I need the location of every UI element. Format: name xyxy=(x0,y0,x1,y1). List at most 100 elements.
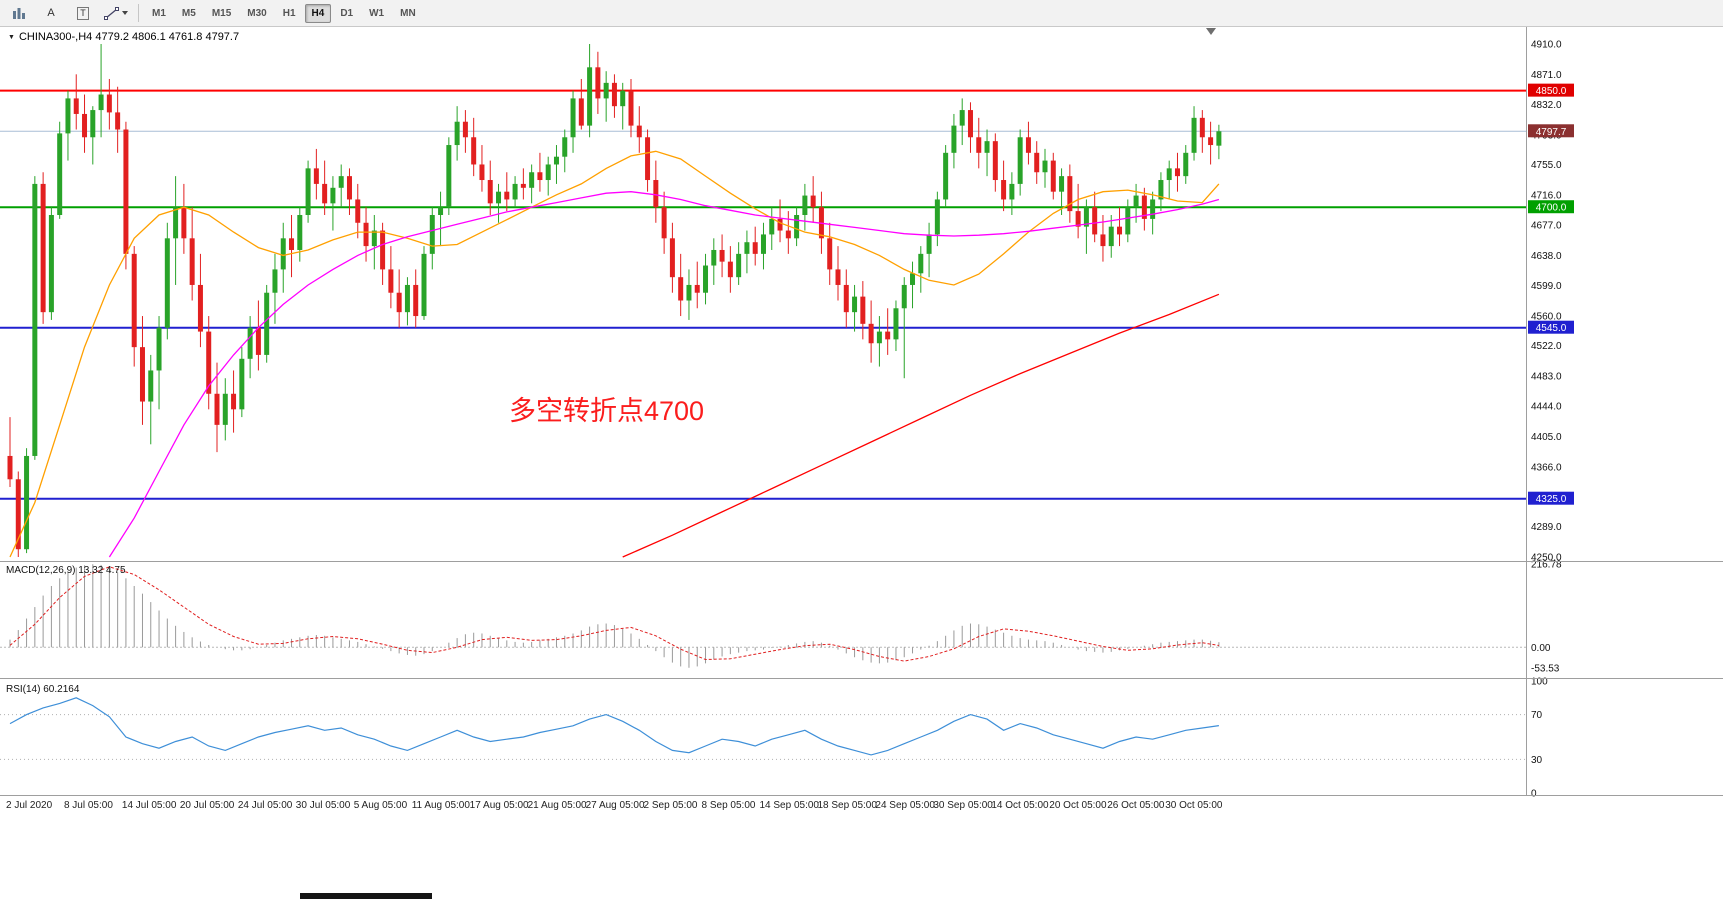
time-tick: 8 Jul 05:00 xyxy=(64,800,113,811)
candle-body xyxy=(1092,207,1098,235)
candle-body xyxy=(123,129,129,254)
candle-body xyxy=(827,238,833,270)
candle-body xyxy=(280,238,286,270)
candle-body xyxy=(24,455,30,550)
timeframe-button-M1[interactable]: M1 xyxy=(152,7,166,19)
timeframe-button-D1[interactable]: D1 xyxy=(340,7,354,19)
price-tick: 4444.0 xyxy=(1531,402,1562,413)
time-axis[interactable]: 2 Jul 2020 8 Jul 05:00 14 Jul 05:00 20 Jul … xyxy=(6,800,1223,811)
candle-body xyxy=(371,230,377,247)
candle-body xyxy=(628,90,634,126)
timeframe-button-M30[interactable]: M30 xyxy=(247,7,267,19)
price-badge-text: 4325.0 xyxy=(1536,494,1567,505)
candle-body xyxy=(313,168,319,184)
candle-body xyxy=(264,292,270,355)
candle-body xyxy=(82,113,88,138)
candle-body xyxy=(272,269,278,293)
candle-body xyxy=(653,180,659,208)
candle-body xyxy=(769,218,775,235)
time-tick: 14 Oct 05:00 xyxy=(991,800,1049,811)
candle-body xyxy=(438,207,444,215)
time-tick: 17 Aug 05:00 xyxy=(470,800,529,811)
candle-body xyxy=(1191,117,1197,153)
candle-body xyxy=(1216,131,1222,146)
candle-body xyxy=(992,141,998,181)
timeframe-button-H1[interactable]: H1 xyxy=(282,7,296,19)
candle-body xyxy=(65,98,71,134)
candle-body xyxy=(446,145,452,208)
candle-body xyxy=(106,94,112,113)
rsi-panel xyxy=(0,697,1526,760)
ma-line-mid-magenta xyxy=(108,191,1220,558)
chart-shift-marker[interactable] xyxy=(1206,28,1216,35)
candle-body xyxy=(984,141,990,153)
candle-body xyxy=(959,110,965,126)
candle-body xyxy=(214,393,220,425)
candle-body xyxy=(711,249,717,266)
timeframe-button-W1[interactable]: W1 xyxy=(369,7,385,19)
candle-body xyxy=(7,455,13,480)
panel-frames[interactable] xyxy=(0,27,1723,796)
time-tick: 20 Oct 05:00 xyxy=(1049,800,1107,811)
candle-body xyxy=(967,110,973,138)
insert-text-icon[interactable]: A xyxy=(36,2,66,24)
chart-annotation[interactable]: 多空转折点4700 xyxy=(509,396,705,426)
drawing-tools-dropdown[interactable] xyxy=(100,2,132,24)
candle-body xyxy=(40,183,46,313)
time-tick: 20 Jul 05:00 xyxy=(180,800,235,811)
candle-body xyxy=(1125,207,1131,235)
candle-body xyxy=(868,323,874,344)
candle-body xyxy=(760,234,766,254)
time-tick: 24 Sep 05:00 xyxy=(875,800,935,811)
price-axis[interactable]: 4910.04871.04832.04793.04755.04716.04677… xyxy=(1528,40,1574,800)
price-badge xyxy=(1528,491,1574,505)
text-label-icon[interactable]: T xyxy=(68,2,98,24)
candle-body xyxy=(1133,195,1139,208)
candle-body xyxy=(454,121,460,146)
candle-body xyxy=(570,98,576,138)
candle-body xyxy=(926,234,932,254)
timeframe-button-M5[interactable]: M5 xyxy=(181,7,196,19)
timeframe-button-MN[interactable]: MN xyxy=(400,7,416,19)
candle-body xyxy=(545,164,551,181)
candle-body xyxy=(777,218,783,231)
rsi-tick: 70 xyxy=(1531,710,1543,721)
candle-body xyxy=(943,152,949,200)
candle-body xyxy=(587,67,593,126)
price-tick: 4832.0 xyxy=(1531,100,1562,111)
candle-body xyxy=(1208,137,1214,146)
price-badge-text: 4850.0 xyxy=(1536,86,1567,97)
candle-body xyxy=(794,215,800,239)
time-tick: 5 Aug 05:00 xyxy=(354,800,408,811)
macd-signal-line xyxy=(9,566,1219,662)
timeframe-button-M15[interactable]: M15 xyxy=(211,7,232,19)
time-tick: 18 Sep 05:00 xyxy=(817,800,877,811)
candle-body xyxy=(1050,160,1056,192)
candle-body xyxy=(363,222,369,247)
price-tick: 4677.0 xyxy=(1531,221,1562,232)
candle-body xyxy=(620,90,626,107)
candle-body xyxy=(1141,195,1147,219)
candle-body xyxy=(139,347,145,402)
horizontal-lines[interactable] xyxy=(0,89,1526,500)
candle-body xyxy=(197,284,203,332)
candle-body xyxy=(487,180,493,204)
price-tick: 4599.0 xyxy=(1531,281,1562,292)
candle-body xyxy=(429,215,435,254)
candle-body xyxy=(90,110,96,138)
candle-body xyxy=(852,296,858,313)
price-badge xyxy=(1528,320,1574,334)
candle-body xyxy=(901,284,907,309)
candle-body xyxy=(1174,168,1180,177)
chart-bars-icon[interactable] xyxy=(4,2,34,24)
symbol-dropdown-arrow[interactable]: ▼ xyxy=(8,33,15,41)
candle-body xyxy=(1025,137,1031,153)
timeframe-button-H4[interactable]: H4 xyxy=(304,3,332,23)
time-tick: 27 Aug 05:00 xyxy=(586,800,645,811)
candle-body xyxy=(413,284,419,317)
candle-body xyxy=(1034,152,1040,173)
candle-body xyxy=(15,479,21,550)
candle-body xyxy=(578,98,584,126)
candle-body xyxy=(98,94,104,111)
